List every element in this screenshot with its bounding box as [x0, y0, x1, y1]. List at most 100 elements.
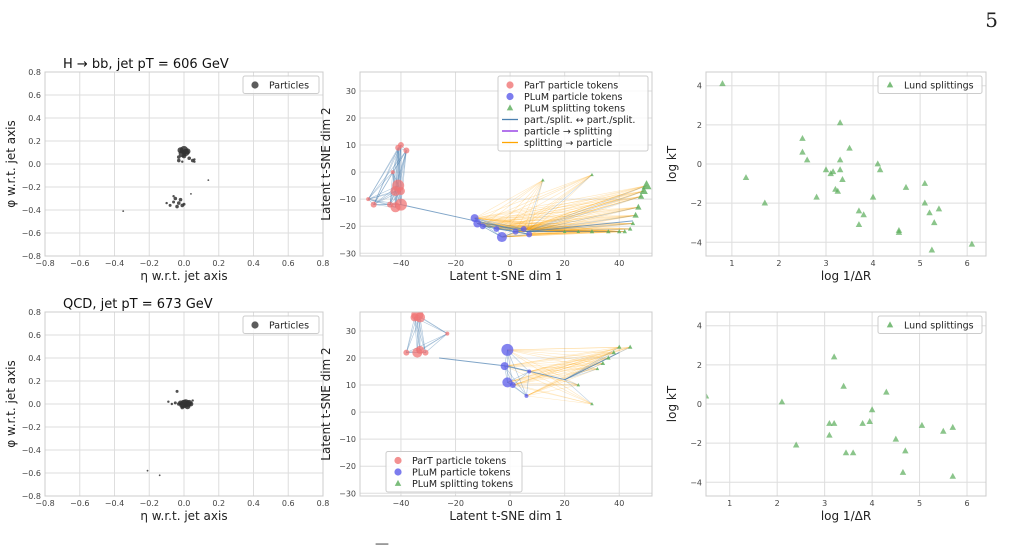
plum-split-point: [590, 402, 594, 406]
lund-splitting-point: [799, 134, 806, 141]
y-tick-label: 0.6: [28, 331, 41, 340]
x-tick-label: 3: [822, 499, 827, 508]
y-tick-label: −0.4: [22, 206, 41, 215]
split-to-particle-line: [501, 231, 565, 238]
token-link-line: [564, 363, 603, 380]
split-to-particle-line: [482, 185, 647, 227]
particle-point: [168, 203, 172, 207]
plum-split-point: [622, 229, 627, 234]
token-link-line: [419, 317, 448, 334]
y-tick-label: 0: [697, 400, 702, 409]
split-to-particle-line: [477, 215, 636, 224]
split-to-particle-line: [515, 206, 639, 232]
token-link-line: [395, 145, 402, 208]
plum-particle-point: [496, 232, 507, 243]
split-to-particle-line: [507, 382, 593, 405]
plum-split-point: [606, 229, 611, 234]
plum-split-point: [617, 229, 622, 234]
x-tick-label: 6: [965, 259, 970, 268]
particle-point: [193, 158, 196, 161]
particle-point: [172, 200, 176, 204]
lund-splitting-point: [742, 174, 750, 181]
x-tick-label: 2: [776, 259, 781, 268]
split-to-particle-line: [477, 223, 631, 230]
split-to-particle-line: [507, 346, 620, 383]
y-tick-label: 30: [346, 87, 356, 96]
lund-splitting-point: [792, 441, 800, 448]
token-link-line: [373, 144, 402, 205]
legend: Particles: [242, 75, 320, 94]
split-to-particle-line: [523, 180, 544, 230]
token-link-line: [367, 150, 407, 200]
split-to-particle-line: [496, 228, 565, 232]
split-to-particle-line: [504, 363, 603, 367]
split-to-particle-line: [474, 190, 644, 219]
lund-splitting-point: [921, 179, 929, 186]
particle-point: [165, 201, 168, 205]
split-to-particle-line: [512, 363, 603, 386]
lund-splitting-point: [902, 447, 909, 454]
split-to-particle-line: [482, 223, 633, 227]
legend-label: part./split. ↔ part./split.: [524, 115, 635, 126]
split-to-particle-line: [526, 384, 579, 397]
x-tick-label: 0.6: [282, 259, 295, 268]
x-axis-label: log 1/ΔR: [821, 509, 871, 523]
lund-splitting-point: [803, 156, 811, 163]
part-token-point: [445, 331, 450, 336]
x-axis-label: Latent t-SNE dim 1: [449, 269, 562, 283]
particle-point: [146, 469, 149, 472]
y-tick-label: −2: [690, 199, 702, 208]
split-to-particle-line: [529, 231, 620, 235]
split-to-particle-line: [523, 185, 647, 230]
token-link-line: [392, 150, 407, 173]
y-tick-label: 0.4: [28, 354, 41, 363]
legend-marker: [506, 104, 514, 111]
x-tick-label: 5: [918, 259, 923, 268]
legend-marker: [251, 321, 259, 329]
x-tick-label: −0.2: [140, 499, 159, 508]
particle-point: [187, 156, 192, 161]
split-to-particle-line: [529, 196, 642, 235]
split-to-particle-line: [529, 185, 647, 235]
split-to-particle-line: [515, 190, 644, 232]
split-to-particle-line: [474, 179, 543, 219]
lund-splitting-point: [829, 168, 837, 175]
split-to-particle-line: [507, 349, 603, 364]
split-to-particle-line: [515, 215, 636, 232]
part-token-point: [410, 313, 419, 322]
split-to-particle-line: [482, 190, 644, 227]
token-link-line: [482, 225, 530, 235]
plot-area: [706, 353, 957, 479]
x-tick-label: 6: [964, 499, 969, 508]
split-to-particle-line: [529, 231, 579, 235]
token-link-line: [526, 174, 593, 232]
lund-splitting-point: [813, 193, 820, 200]
token-link-line: [477, 223, 530, 235]
token-link-line: [414, 317, 418, 353]
legend-marker: [394, 468, 402, 476]
plot-area: [719, 80, 976, 253]
split-to-particle-line: [529, 371, 593, 405]
token-link-line: [564, 352, 614, 380]
y-axis-label: φ w.r.t. jet axis: [4, 120, 18, 208]
split-to-particle-line: [474, 185, 647, 219]
split-to-particle-line: [482, 174, 593, 227]
particle-point: [158, 474, 161, 477]
split-to-particle-line: [504, 357, 609, 367]
lund-splitting-point: [866, 418, 873, 424]
split-to-particle-line: [523, 174, 593, 230]
split-to-particle-line: [501, 231, 625, 238]
lund-splitting-point: [869, 193, 877, 200]
legend-label: ParT particle tokens: [524, 80, 618, 91]
lund-splitting-point: [826, 419, 833, 426]
x-tick-label: −0.8: [35, 499, 54, 508]
x-tick-label: −0.6: [70, 259, 89, 268]
split-to-particle-line: [482, 196, 642, 227]
split-to-particle-line: [529, 371, 579, 386]
plum-split-point: [637, 192, 645, 199]
particle-point: [175, 389, 179, 393]
token-link-line: [395, 147, 399, 208]
split-to-particle-line: [512, 346, 620, 386]
y-tick-label: 10: [346, 141, 356, 150]
